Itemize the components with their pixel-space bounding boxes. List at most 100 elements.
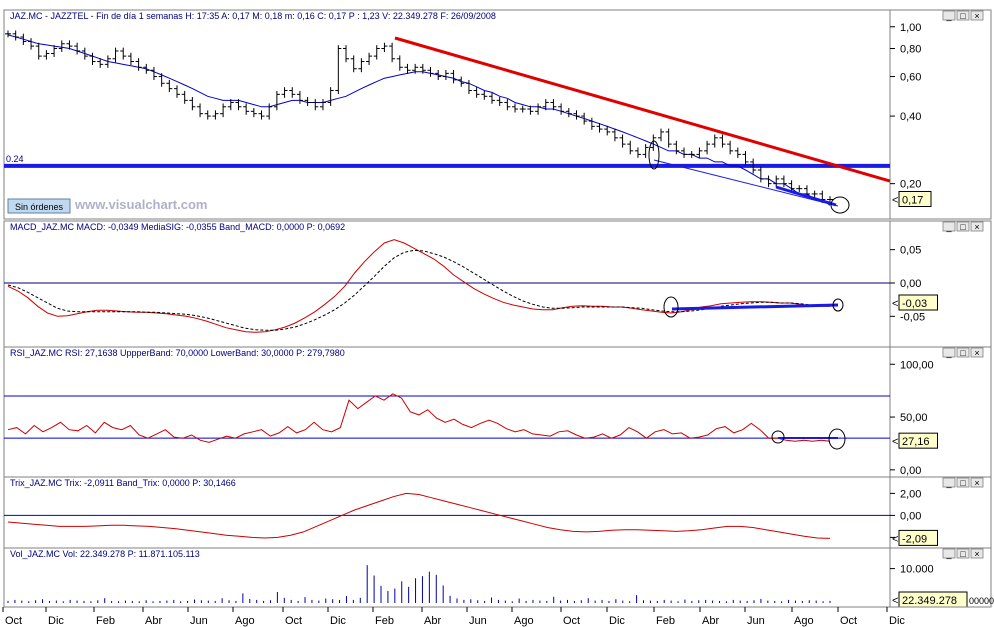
price-bar — [127, 52, 134, 65]
y-tick-label: 0,00 — [900, 278, 921, 290]
orders-button-label: Sin órdenes — [15, 202, 64, 212]
price-bar — [220, 103, 227, 118]
current-value-marker: <0,17 — [892, 190, 932, 207]
price-bar — [204, 110, 211, 120]
current-value-label: 0,17 — [902, 194, 923, 206]
minimize-button[interactable]: _ — [942, 347, 956, 358]
price-bar — [20, 33, 27, 45]
close-button[interactable]: × — [970, 477, 984, 488]
price-bar — [258, 110, 265, 120]
price-bar — [750, 158, 757, 174]
minimize-button[interactable]: _ — [942, 548, 956, 559]
close-button[interactable]: × — [970, 548, 984, 559]
resistance-trendline — [394, 36, 891, 183]
x-tick-label: Feb — [96, 615, 115, 627]
x-tick-label: Ago — [514, 615, 534, 627]
price-bar — [312, 99, 319, 111]
price-bar — [58, 40, 65, 52]
price-bar — [419, 63, 426, 74]
lower-channel-line — [653, 159, 839, 207]
panel-header: Vol_JAZ.MC Vol: 22.349.278 P: 11.871.105… — [10, 549, 200, 559]
button-glyph: □ — [960, 478, 966, 488]
x-tick-label: Dic — [609, 615, 625, 627]
close-button[interactable]: × — [970, 221, 984, 232]
orders-button[interactable]: Sin órdenes — [7, 198, 71, 214]
value-pointer: < — [892, 436, 898, 448]
x-tick-label: Feb — [375, 615, 394, 627]
y-tick-label: 0,05 — [900, 245, 921, 257]
signal-line — [7, 249, 831, 331]
price-bar — [681, 147, 688, 158]
price-bar — [450, 70, 457, 84]
x-tick-label: Oct — [563, 615, 580, 627]
price-bar — [89, 52, 96, 65]
x-axis: Oct Dic Feb Abr Jun Ago Oct Dic Feb Abr Jun Ago Oct D… — [2, 606, 990, 627]
minimize-button[interactable]: _ — [942, 221, 956, 232]
price-bar — [43, 50, 50, 60]
x-tick-label: Abr — [145, 615, 162, 627]
button-glyph: × — [974, 478, 979, 488]
price-bar — [565, 107, 572, 118]
y-tick-label: 0,20 — [900, 179, 921, 191]
minimize-button[interactable]: _ — [942, 10, 956, 21]
price-bar — [373, 45, 380, 60]
current-value-label: -2,09 — [902, 533, 927, 545]
price-bar — [81, 47, 88, 60]
current-value-marker: < -0,03 — [892, 294, 938, 311]
price-bar — [158, 73, 165, 87]
price-bar — [74, 42, 81, 55]
price-bar — [604, 125, 611, 136]
price-bar — [350, 55, 357, 73]
price-bar — [135, 58, 142, 71]
x-tick-label: Jun — [190, 615, 208, 627]
price-bar — [243, 103, 250, 115]
maximize-button[interactable]: □ — [956, 10, 970, 21]
price-bar — [458, 76, 465, 87]
price-bar — [143, 63, 150, 74]
panel-header: Trix_JAZ.MC Trix: -2,0911 Band_Trix: 0,0… — [10, 478, 236, 488]
price-bar — [319, 99, 326, 111]
circle-marker — [828, 428, 846, 450]
value-pointer: < — [892, 298, 898, 310]
circle-marker — [832, 298, 844, 312]
price-bar — [488, 92, 495, 104]
price-bar — [473, 87, 480, 98]
close-button[interactable]: × — [970, 10, 984, 21]
price-bar — [504, 99, 511, 111]
current-value-marker: <27,16 — [892, 432, 938, 449]
plot-frame — [3, 547, 891, 608]
price-bar — [535, 103, 542, 115]
support-line-label: 0.24 — [6, 154, 24, 164]
circle-marker — [663, 296, 679, 318]
price-bar — [366, 52, 373, 65]
maximize-button[interactable]: □ — [956, 477, 970, 488]
current-value-label: 22.349.278 — [902, 595, 957, 607]
circle-marker — [830, 196, 850, 214]
y-tick-label: 0,60 — [900, 72, 921, 84]
price-bar — [642, 144, 649, 158]
price-bar — [442, 70, 449, 81]
price-bar — [573, 110, 580, 120]
minimize-button[interactable]: _ — [942, 477, 956, 488]
y-tick-label: 0,40 — [900, 111, 921, 123]
maximize-button[interactable]: □ — [956, 548, 970, 559]
maximize-button[interactable]: □ — [956, 347, 970, 358]
button-glyph: _ — [945, 222, 952, 232]
y-tick-label: 1,00 — [900, 22, 921, 34]
price-bar — [657, 128, 664, 142]
price-bar — [427, 66, 434, 77]
price-bar — [527, 105, 534, 115]
maximize-button[interactable]: □ — [956, 221, 970, 232]
lower-thick-line — [775, 185, 837, 207]
price-bar — [289, 87, 296, 98]
close-button[interactable]: × — [970, 347, 984, 358]
price-bar — [704, 140, 711, 155]
x-tick-label: Dic — [330, 615, 346, 627]
x-tick-label: Oct — [5, 615, 22, 627]
price-bar — [719, 134, 726, 148]
value-pointer: < — [892, 533, 898, 545]
price-bar — [796, 185, 803, 193]
x-tick-label: Dic — [48, 615, 64, 627]
price-bar — [634, 147, 641, 158]
value-pointer: < — [892, 595, 898, 607]
